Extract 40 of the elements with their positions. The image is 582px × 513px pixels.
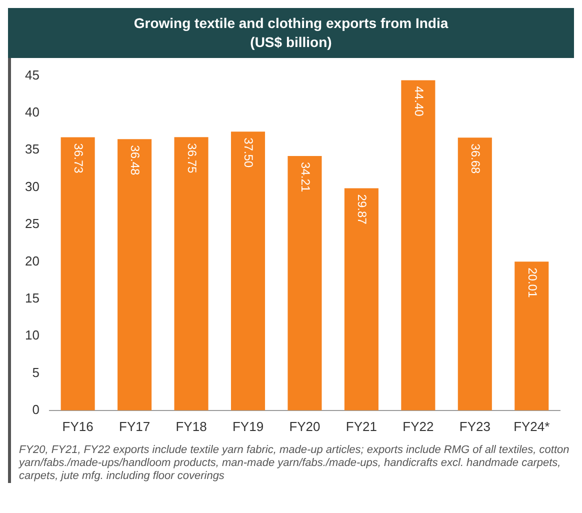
x-tick-label: FY21 xyxy=(346,418,377,434)
bar xyxy=(118,139,152,410)
data-label: 34.21 xyxy=(298,162,312,192)
bar xyxy=(344,188,378,410)
data-label: 44.40 xyxy=(412,86,426,117)
bar xyxy=(174,137,208,410)
bar xyxy=(288,156,322,410)
bar xyxy=(401,80,436,410)
bar xyxy=(458,138,492,410)
data-label: 36.75 xyxy=(184,143,199,174)
data-label: 36.48 xyxy=(128,145,142,176)
data-label: 36.68 xyxy=(468,144,483,174)
data-label: 20.01 xyxy=(525,268,540,298)
y-tick-label: 45 xyxy=(24,67,40,82)
y-tick-label: 0 xyxy=(32,402,40,417)
y-tick-label: 35 xyxy=(24,142,40,157)
x-tick-label: FY18 xyxy=(176,418,207,434)
data-label: 37.50 xyxy=(242,138,256,168)
chart-subtitle: (US$ billion) xyxy=(249,33,333,52)
x-tick-label: FY16 xyxy=(62,418,94,434)
x-tick-label: FY22 xyxy=(402,418,434,434)
y-tick-label: 40 xyxy=(24,104,40,120)
text: FY20, FY21, FY22 exports include textile yarn fabric, made-up articles; exports include RMG of all textiles, cotton yarn/fabs./made-ups/handloom products, man-made yarn/fabs./made-ups, handicrafts excl. handmade carpets, carpets, jute mfg. including floor coverings xyxy=(18,443,570,483)
y-tick-label: 30 xyxy=(24,178,40,194)
y-tick-label: 15 xyxy=(24,290,40,306)
y-tick-label: 10 xyxy=(24,328,40,343)
bar xyxy=(60,137,95,410)
bar xyxy=(514,262,549,410)
x-tick-label: FY19 xyxy=(232,418,264,434)
x-tick-label: FY20 xyxy=(289,418,320,434)
x-tick-label: FY17 xyxy=(119,418,150,434)
chart-title: Growing textile and clothing exports from India xyxy=(132,14,450,33)
data-label: 36.73 xyxy=(72,143,86,174)
y-tick-label: 25 xyxy=(24,216,40,232)
bar xyxy=(230,132,266,410)
y-tick-label: 5 xyxy=(32,364,40,380)
data-label: 29.87 xyxy=(355,194,370,225)
x-tick-label: FY24* xyxy=(514,418,550,434)
y-tick-label: 20 xyxy=(24,253,40,268)
x-tick-label: FY23 xyxy=(459,418,490,434)
